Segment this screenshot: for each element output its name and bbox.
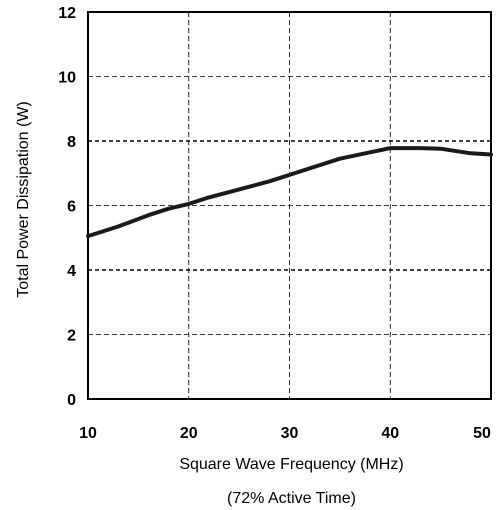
y-axis-title: Total Power Dissipation (W) [15, 101, 32, 298]
x-tick-label-30: 30 [281, 425, 299, 442]
y-tick-label-10: 10 [58, 70, 76, 87]
x-axis-title: Square Wave Frequency (MHz) [179, 456, 403, 473]
x-tick-label-10: 10 [79, 425, 97, 442]
x-axis-ticks: 10 20 30 40 50 [79, 425, 491, 442]
y-tick-label-12: 12 [58, 5, 76, 22]
grid [88, 12, 491, 399]
series-line [86, 146, 493, 239]
y-tick-label-0: 0 [67, 392, 76, 409]
y-axis-ticks: 0 2 4 6 8 10 12 [58, 5, 76, 409]
y-tick-label-2: 2 [67, 328, 76, 345]
x-axis-subtitle: (72% Active Time) [227, 490, 356, 507]
y-tick-label-8: 8 [67, 134, 76, 151]
y-tick-label-6: 6 [67, 199, 76, 216]
x-tick-label-20: 20 [180, 425, 198, 442]
x-tick-label-40: 40 [381, 425, 399, 442]
y-tick-label-4: 4 [67, 263, 76, 280]
x-tick-label-50: 50 [473, 425, 491, 442]
plot-area-frame [87, 11, 492, 400]
